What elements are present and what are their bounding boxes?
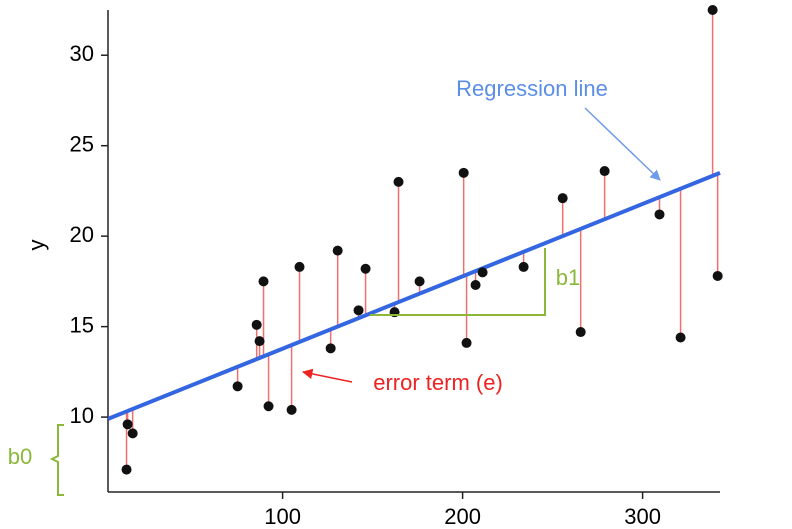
- error-label: error term (e): [373, 370, 503, 395]
- point: [254, 336, 265, 347]
- y-tick-label: 20: [70, 222, 94, 247]
- point: [707, 5, 718, 15]
- slope-label: b1: [556, 265, 580, 290]
- y-tick-label: 30: [70, 41, 94, 66]
- points: [121, 5, 723, 475]
- point: [251, 319, 262, 330]
- y-tick-label: 10: [70, 403, 94, 428]
- intercept-bracket: [49, 424, 64, 496]
- point: [122, 419, 133, 430]
- point: [675, 332, 686, 343]
- point: [518, 261, 529, 272]
- x-tick-label: 200: [444, 504, 481, 529]
- fit: [107, 170, 721, 421]
- point: [575, 327, 586, 338]
- point: [654, 209, 665, 220]
- point: [712, 270, 723, 281]
- point: [258, 276, 269, 287]
- regression-arrow: [584, 107, 661, 181]
- regression-line: [107, 170, 721, 421]
- x-tick-label: 100: [264, 504, 301, 529]
- point: [127, 428, 138, 439]
- y-tick-label: 25: [70, 132, 94, 157]
- y-axis-label: y: [24, 240, 49, 251]
- point: [232, 381, 243, 392]
- error-arrow: [301, 368, 353, 383]
- point: [353, 305, 364, 316]
- point: [325, 343, 336, 354]
- y-tick-label: 15: [70, 312, 94, 337]
- slope-triangle: [370, 248, 546, 316]
- point: [599, 166, 610, 177]
- point: [458, 167, 469, 178]
- residuals: [125, 10, 719, 470]
- point: [332, 245, 343, 256]
- x-tick-label: 300: [624, 504, 661, 529]
- point: [461, 337, 472, 348]
- regression-label: Regression line: [456, 76, 608, 101]
- point: [414, 276, 425, 287]
- point: [470, 280, 481, 291]
- point: [121, 464, 132, 475]
- point: [477, 267, 488, 278]
- point: [263, 401, 274, 412]
- point: [294, 261, 305, 272]
- point: [393, 176, 404, 187]
- intercept-label: b0: [8, 444, 32, 469]
- point: [557, 193, 568, 204]
- point: [286, 404, 297, 415]
- point: [360, 263, 371, 274]
